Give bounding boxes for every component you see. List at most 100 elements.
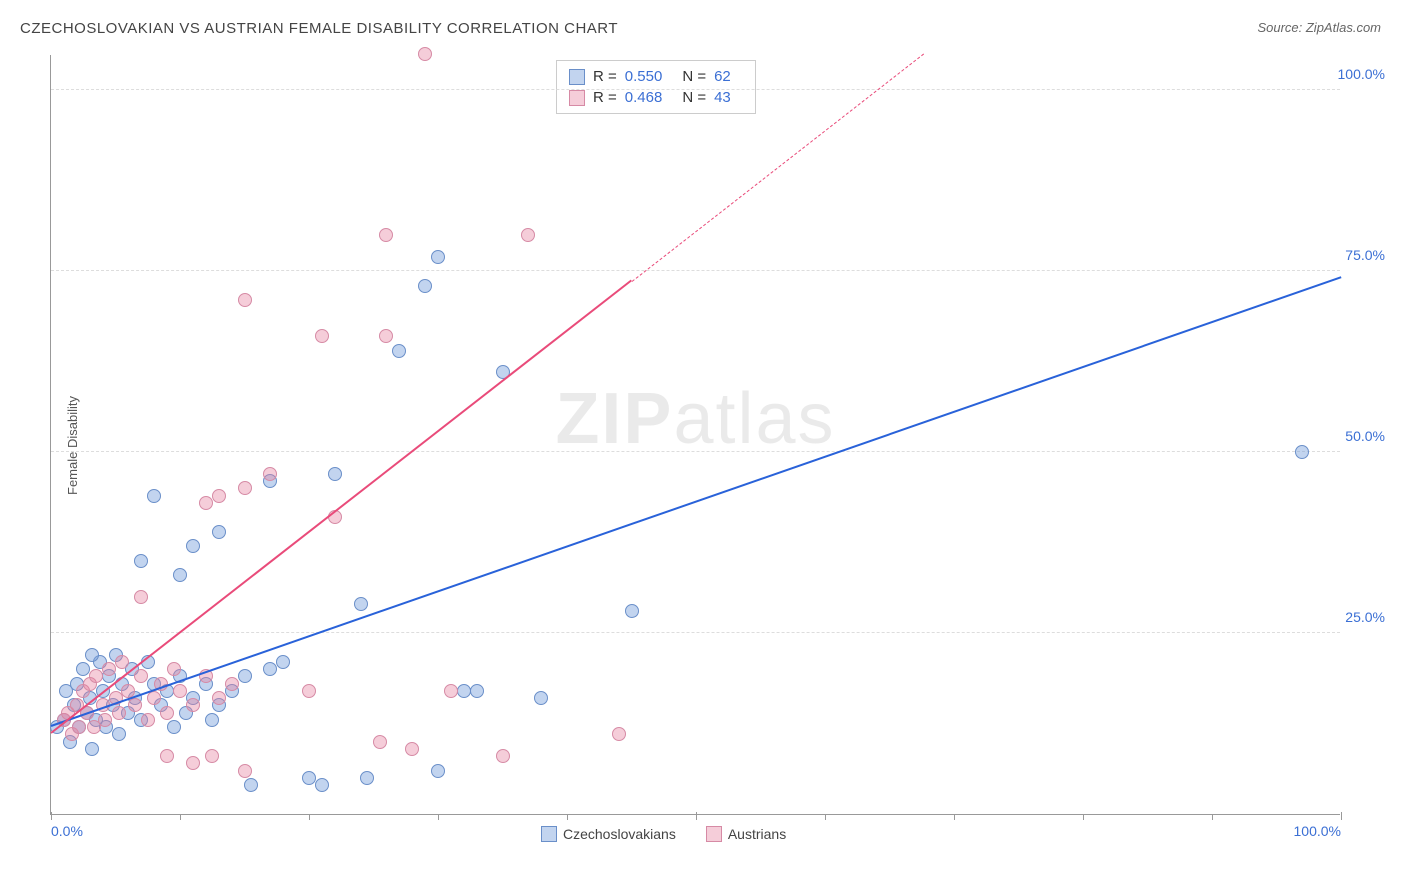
data-point bbox=[186, 539, 200, 553]
stats-legend-box: R =0.550N =62R =0.468N =43 bbox=[556, 60, 756, 114]
watermark: ZIPatlas bbox=[555, 378, 835, 460]
y-tick-label: 25.0% bbox=[1345, 609, 1385, 625]
series-legend: Czechoslovakians Austrians bbox=[541, 826, 786, 842]
data-point bbox=[534, 691, 548, 705]
x-tick bbox=[180, 814, 181, 820]
x-tick bbox=[1083, 814, 1084, 820]
data-point bbox=[98, 713, 112, 727]
data-point bbox=[379, 228, 393, 242]
data-point bbox=[263, 467, 277, 481]
stat-label: R = bbox=[593, 89, 617, 106]
data-point bbox=[128, 698, 142, 712]
data-point bbox=[212, 691, 226, 705]
data-point bbox=[160, 749, 174, 763]
data-point bbox=[238, 293, 252, 307]
data-point bbox=[238, 764, 252, 778]
stat-r-value: 0.550 bbox=[625, 68, 663, 85]
legend-item: Czechoslovakians bbox=[541, 826, 676, 842]
stat-label: N = bbox=[682, 89, 706, 106]
data-point bbox=[457, 684, 471, 698]
series-swatch bbox=[569, 90, 585, 106]
data-point bbox=[76, 662, 90, 676]
series-swatch bbox=[541, 826, 557, 842]
data-point bbox=[160, 706, 174, 720]
gridline bbox=[51, 632, 1340, 633]
data-point bbox=[244, 778, 258, 792]
data-point bbox=[134, 669, 148, 683]
data-point bbox=[276, 655, 290, 669]
data-point bbox=[315, 329, 329, 343]
x-tick bbox=[696, 812, 697, 820]
data-point bbox=[470, 684, 484, 698]
x-tick bbox=[51, 812, 52, 820]
x-tick-label: 100.0% bbox=[1294, 823, 1341, 839]
data-point bbox=[1295, 445, 1309, 459]
gridline bbox=[51, 89, 1340, 90]
data-point bbox=[115, 655, 129, 669]
data-point bbox=[89, 669, 103, 683]
data-point bbox=[212, 525, 226, 539]
legend-label: Austrians bbox=[728, 826, 786, 842]
data-point bbox=[431, 250, 445, 264]
source-attribution: Source: ZipAtlas.com bbox=[1257, 20, 1381, 35]
x-tick bbox=[954, 814, 955, 820]
stat-r-value: 0.468 bbox=[625, 89, 663, 106]
regression-line bbox=[50, 280, 632, 734]
data-point bbox=[379, 329, 393, 343]
data-point bbox=[263, 662, 277, 676]
data-point bbox=[315, 778, 329, 792]
series-swatch bbox=[706, 826, 722, 842]
x-tick bbox=[438, 814, 439, 820]
stat-n-value: 62 bbox=[714, 68, 731, 85]
data-point bbox=[360, 771, 374, 785]
x-tick bbox=[1212, 814, 1213, 820]
data-point bbox=[225, 677, 239, 691]
legend-label: Czechoslovakians bbox=[563, 826, 676, 842]
data-point bbox=[612, 727, 626, 741]
data-point bbox=[134, 590, 148, 604]
gridline bbox=[51, 451, 1340, 452]
gridline bbox=[51, 270, 1340, 271]
data-point bbox=[444, 684, 458, 698]
data-point bbox=[496, 749, 510, 763]
data-point bbox=[354, 597, 368, 611]
y-tick-label: 100.0% bbox=[1338, 66, 1385, 82]
series-swatch bbox=[569, 69, 585, 85]
data-point bbox=[373, 735, 387, 749]
data-point bbox=[147, 489, 161, 503]
data-point bbox=[302, 684, 316, 698]
data-point bbox=[238, 481, 252, 495]
data-point bbox=[205, 749, 219, 763]
regression-line bbox=[51, 276, 1342, 727]
data-point bbox=[186, 756, 200, 770]
x-tick bbox=[309, 814, 310, 820]
data-point bbox=[167, 720, 181, 734]
data-point bbox=[625, 604, 639, 618]
data-point bbox=[418, 279, 432, 293]
data-point bbox=[167, 662, 181, 676]
data-point bbox=[134, 554, 148, 568]
x-tick bbox=[825, 814, 826, 820]
chart-title: CZECHOSLOVAKIAN VS AUSTRIAN FEMALE DISAB… bbox=[20, 20, 618, 37]
data-point bbox=[173, 568, 187, 582]
data-point bbox=[147, 691, 161, 705]
x-tick bbox=[1341, 812, 1342, 820]
data-point bbox=[212, 489, 226, 503]
data-point bbox=[112, 727, 126, 741]
data-point bbox=[72, 720, 86, 734]
data-point bbox=[328, 467, 342, 481]
chart-area: Female Disability ZIPatlas R =0.550N =62… bbox=[50, 55, 1385, 835]
data-point bbox=[85, 648, 99, 662]
stat-label: R = bbox=[593, 68, 617, 85]
y-tick-label: 50.0% bbox=[1345, 428, 1385, 444]
data-point bbox=[186, 698, 200, 712]
x-tick-label: 0.0% bbox=[51, 823, 83, 839]
data-point bbox=[173, 684, 187, 698]
y-tick-label: 75.0% bbox=[1345, 247, 1385, 263]
data-point bbox=[85, 742, 99, 756]
stat-label: N = bbox=[682, 68, 706, 85]
data-point bbox=[521, 228, 535, 242]
data-point bbox=[392, 344, 406, 358]
data-point bbox=[141, 713, 155, 727]
data-point bbox=[405, 742, 419, 756]
